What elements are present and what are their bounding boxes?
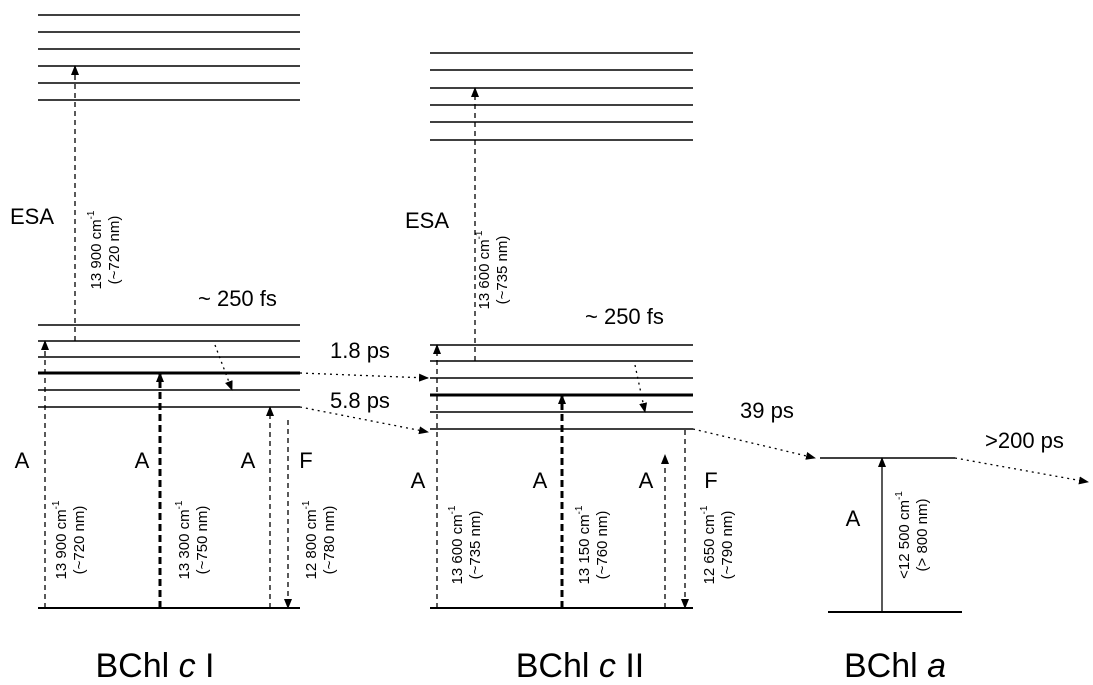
absorption-label: A — [15, 448, 30, 473]
transfer-arrow — [693, 429, 815, 458]
transition-label: 12 650 cm-1(~790 nm) — [699, 505, 736, 584]
energy-value: 13 900 cm — [53, 509, 70, 579]
absorption-label: A — [241, 448, 256, 473]
transition-wavelength: (~780 nm) — [321, 506, 338, 575]
system-name: BChl c II — [516, 647, 644, 685]
name-italic: c — [179, 647, 196, 685]
transition-label: 13 600 cm-1(~735 nm) — [474, 230, 511, 309]
transition-wavelength: (~790 nm) — [719, 511, 736, 580]
transfer-arrow — [300, 373, 428, 378]
energy-unit-exponent: -1 — [86, 210, 97, 219]
transition-wavelength: (~760 nm) — [594, 511, 611, 580]
transfer-time: 1.8 ps — [330, 338, 390, 363]
energy-unit-exponent: -1 — [474, 230, 485, 239]
fluorescence-label: F — [299, 448, 312, 473]
esa-label: ESA — [10, 204, 54, 229]
energy-value: 12 650 cm — [701, 514, 718, 584]
name-italic: a — [927, 647, 946, 685]
absorption-label: A — [846, 506, 861, 531]
absorption-label: A — [411, 468, 426, 493]
transition-energy: <12 500 cm-1 — [894, 491, 913, 579]
transition-wavelength: (~735 nm) — [494, 236, 511, 305]
transition-label: 13 900 cm-1(~720 nm) — [86, 210, 123, 289]
transfer-time: >200 ps — [985, 428, 1064, 453]
transition-label: 13 600 cm-1(~735 nm) — [447, 505, 484, 584]
name-prefix: BChl — [95, 647, 178, 685]
transfer-time: 39 ps — [740, 398, 794, 423]
name-suffix: II — [616, 647, 644, 685]
energy-unit-exponent: -1 — [894, 491, 905, 500]
transition-wavelength: (~720 nm) — [71, 506, 88, 575]
transition-energy: 13 900 cm-1 — [51, 500, 70, 579]
name-prefix: BChl — [516, 647, 599, 685]
system-name: BChl a — [844, 647, 946, 685]
energy-value: <12 500 cm — [896, 500, 913, 579]
transition-wavelength: (~750 nm) — [194, 506, 211, 575]
name-suffix: I — [196, 647, 215, 685]
transition-label: 13 900 cm-1(~720 nm) — [51, 500, 88, 579]
transition-label: <12 500 cm-1(> 800 nm) — [894, 491, 931, 579]
transition-label: 12 800 cm-1(~780 nm) — [301, 500, 338, 579]
transition-energy: 13 600 cm-1 — [447, 505, 466, 584]
transition-wavelength: (~735 nm) — [467, 511, 484, 580]
system-name: BChl c I — [95, 647, 214, 685]
absorption-label: A — [639, 468, 654, 493]
transition-wavelength: (~720 nm) — [106, 216, 123, 285]
energy-value: 13 600 cm — [449, 514, 466, 584]
energy-unit-exponent: -1 — [301, 500, 312, 509]
energy-unit-exponent: -1 — [51, 500, 62, 509]
transition-energy: 13 150 cm-1 — [574, 505, 593, 584]
energy-value: 12 800 cm — [303, 509, 320, 579]
transition-energy: 13 600 cm-1 — [474, 230, 493, 309]
fluorescence-label: F — [704, 468, 717, 493]
name-prefix: BChl — [844, 647, 927, 685]
relaxation-arrow — [635, 365, 645, 412]
energy-value: 13 900 cm — [88, 219, 105, 289]
relaxation-time: ~ 250 fs — [198, 286, 277, 311]
transition-energy: 13 300 cm-1 — [174, 500, 193, 579]
transition-label: 13 300 cm-1(~750 nm) — [174, 500, 211, 579]
transition-wavelength: (> 800 nm) — [914, 499, 931, 572]
relaxation-time: ~ 250 fs — [585, 304, 664, 329]
transfer-arrow — [955, 458, 1088, 482]
energy-value: 13 300 cm — [176, 509, 193, 579]
transfer-time: 5.8 ps — [330, 388, 390, 413]
name-italic: c — [599, 647, 616, 685]
transition-energy: 13 900 cm-1 — [86, 210, 105, 289]
energy-unit-exponent: -1 — [699, 505, 710, 514]
absorption-label: A — [135, 448, 150, 473]
transition-label: 13 150 cm-1(~760 nm) — [574, 505, 611, 584]
absorption-label: A — [533, 468, 548, 493]
esa-label: ESA — [405, 208, 449, 233]
energy-unit-exponent: -1 — [574, 505, 585, 514]
energy-value: 13 150 cm — [576, 514, 593, 584]
relaxation-arrow — [215, 345, 232, 390]
transition-energy: 12 650 cm-1 — [699, 505, 718, 584]
energy-value: 13 600 cm — [476, 239, 493, 309]
energy-unit-exponent: -1 — [174, 500, 185, 509]
transition-energy: 12 800 cm-1 — [301, 500, 320, 579]
energy-unit-exponent: -1 — [447, 505, 458, 514]
